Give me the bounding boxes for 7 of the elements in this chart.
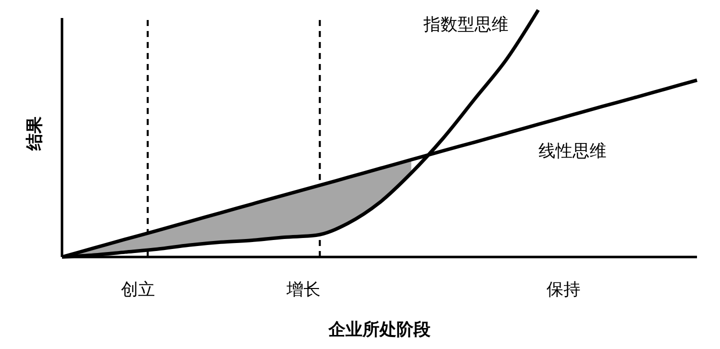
text: 保持	[546, 280, 581, 300]
x-axis-title: 企业所处阶段	[328, 320, 432, 340]
text: 增长	[285, 280, 320, 300]
text: 创立	[121, 280, 156, 300]
y-axis-title: 结果	[25, 116, 45, 152]
series-label: 线性思维	[538, 141, 606, 162]
series-label: 指数型思维	[422, 15, 508, 35]
